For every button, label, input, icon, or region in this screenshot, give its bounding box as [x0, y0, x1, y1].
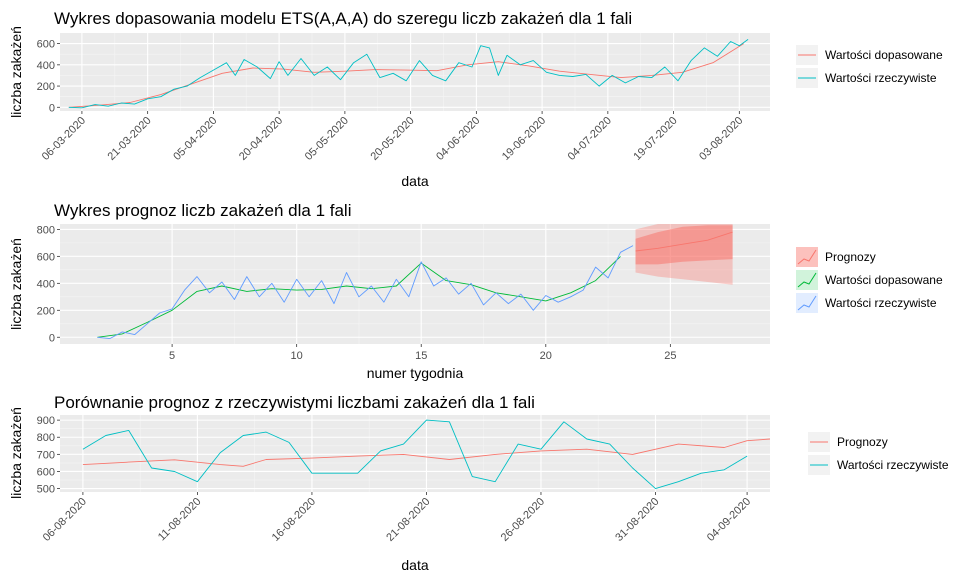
y-tick-label: 500: [37, 484, 55, 496]
x-tick-label: 25: [664, 350, 676, 362]
y-axis-label: liczba zakażeń: [8, 26, 24, 118]
x-tick-label: 05-04-2020: [171, 115, 219, 163]
plot-area: [82, 419, 770, 490]
plot-area: [68, 39, 749, 109]
x-tick-label: 26-08-2020: [499, 496, 547, 544]
y-tick-label: 200: [37, 305, 55, 317]
forecast-band-80: [635, 225, 733, 265]
y-tick-label: 200: [37, 81, 55, 93]
x-tick-label: 04-06-2020: [434, 115, 482, 163]
plot-panel: [60, 33, 770, 111]
legend: Wartości dopasowane Wartości rzeczywiste: [796, 45, 943, 88]
legend-swatch: [797, 249, 817, 265]
plot-area: [97, 224, 733, 340]
x-tick-label: 20-05-2020: [368, 115, 416, 163]
y-axis-label: liczba zakażeń: [8, 407, 24, 499]
series-line-2: [97, 256, 621, 338]
x-tick-label: 06-08-2020: [41, 496, 89, 544]
x-tick-label: 31-08-2020: [613, 496, 661, 544]
legend-label: Wartości rzeczywiste: [837, 458, 949, 472]
legend-key: [796, 270, 818, 290]
y-tick-label: 800: [37, 224, 55, 236]
series-line-2: [68, 39, 749, 109]
legend-label: Wartości dopasowane: [825, 48, 943, 62]
x-tick-label: 06-03-2020: [40, 115, 88, 163]
y-axis-label: liczba zakażeń: [8, 238, 24, 330]
legend-label: Wartości dopasowane: [825, 273, 943, 287]
y-tick-label: 400: [37, 60, 55, 72]
series-line-3: [97, 245, 634, 340]
y-tick-label: 700: [37, 449, 55, 461]
chart-panel-3: Porównanie prognoz z rzeczywistymi liczb…: [8, 393, 949, 573]
x-tick-label: 21-08-2020: [384, 496, 432, 544]
legend-swatch: [797, 272, 817, 288]
legend-label: Wartości rzeczywiste: [825, 296, 937, 310]
x-tick-label: 19-07-2020: [631, 115, 679, 163]
x-tick-label: 03-08-2020: [697, 115, 745, 163]
y-tick-label: 800: [37, 432, 55, 444]
chart-title: Porównanie prognoz z rzeczywistymi liczb…: [54, 393, 535, 412]
series-line-1: [635, 231, 733, 252]
y-tick-label: 0: [49, 332, 55, 344]
y-tick-label: 400: [37, 278, 55, 290]
x-tick-label: 05-05-2020: [303, 115, 351, 163]
legend-key: [796, 293, 818, 313]
chart-title: Wykres prognoz liczb zakażeń dla 1 fali: [54, 201, 351, 220]
legend-label: Prognozy: [837, 435, 888, 449]
chart-panel-1: Wykres dopasowania modelu ETS(A,A,A) do …: [8, 9, 943, 189]
legend-key: [796, 247, 818, 267]
x-tick-label: 16-08-2020: [270, 496, 318, 544]
x-tick-label: 20-04-2020: [237, 115, 285, 163]
y-tick-label: 900: [37, 415, 55, 427]
x-tick-label: 11-08-2020: [156, 496, 204, 544]
x-axis-label: data: [401, 173, 428, 189]
x-axis-label: numer tygodnia: [367, 365, 464, 381]
legend: Prognozy Wartości dopasowane Wartości rzec…: [796, 247, 943, 313]
x-tick-label: 5: [169, 350, 175, 362]
legend: Prognozy Wartości rzeczywiste: [808, 432, 949, 475]
y-tick-label: 600: [37, 251, 55, 263]
x-axis-label: data: [401, 557, 428, 573]
y-tick-label: 600: [37, 39, 55, 51]
x-tick-label: 20: [540, 350, 552, 362]
x-tick-label: 15: [415, 350, 427, 362]
chart-panel-2: Wykres prognoz liczb zakażeń dla 1 fali 0…: [8, 201, 943, 381]
y-tick-label: 0: [49, 102, 55, 114]
x-tick-label: 10: [291, 350, 303, 362]
x-tick-label: 04-07-2020: [566, 115, 614, 163]
legend-label: Wartości rzeczywiste: [825, 71, 937, 85]
series-line-1: [82, 438, 770, 467]
series-line-2: [82, 419, 748, 490]
y-tick-label: 600: [37, 466, 55, 478]
x-tick-label: 21-03-2020: [105, 115, 153, 163]
x-tick-label: 04-09-2020: [705, 496, 753, 544]
x-tick-label: 19-06-2020: [500, 115, 548, 163]
plot-panel: [60, 415, 770, 492]
chart-title: Wykres dopasowania modelu ETS(A,A,A) do …: [54, 9, 632, 28]
legend-swatch: [797, 295, 817, 311]
legend-label: Prognozy: [825, 250, 876, 264]
